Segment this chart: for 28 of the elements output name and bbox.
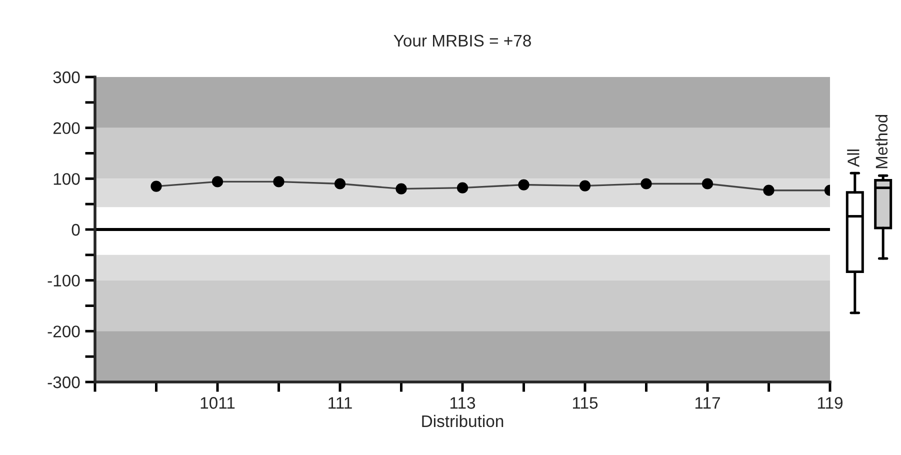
x-tick-label: 119 [818,397,842,409]
chart-title: Your MRBIS = +78 [394,34,531,47]
y-tick-label: 100 [54,173,80,185]
category-label: Method [875,115,888,168]
point [273,176,284,188]
category-label: All [847,150,860,167]
y-tick-label: 200 [53,122,80,134]
point [763,184,774,196]
y-tick-label: 300 [53,71,80,84]
y-tick-label: -200 [48,326,80,338]
y-tick-label: -300 [48,376,80,388]
x-tick-label: 113 [450,397,476,409]
point [640,178,652,190]
x-tick-label: 117 [695,397,720,409]
point [702,178,714,190]
y-tick-label: 0 [72,224,80,236]
x-tick-label: 1011 [200,397,235,409]
point [334,178,346,190]
y-tick-label: -100 [48,274,80,287]
x-tick-label: 115 [572,397,598,409]
point [456,182,468,194]
point [396,183,407,194]
point [150,180,162,192]
x-axis-title: Distribution [422,414,504,428]
point [579,180,591,192]
x-tick-label: 111 [328,397,352,409]
point [212,176,224,188]
point [518,179,530,190]
